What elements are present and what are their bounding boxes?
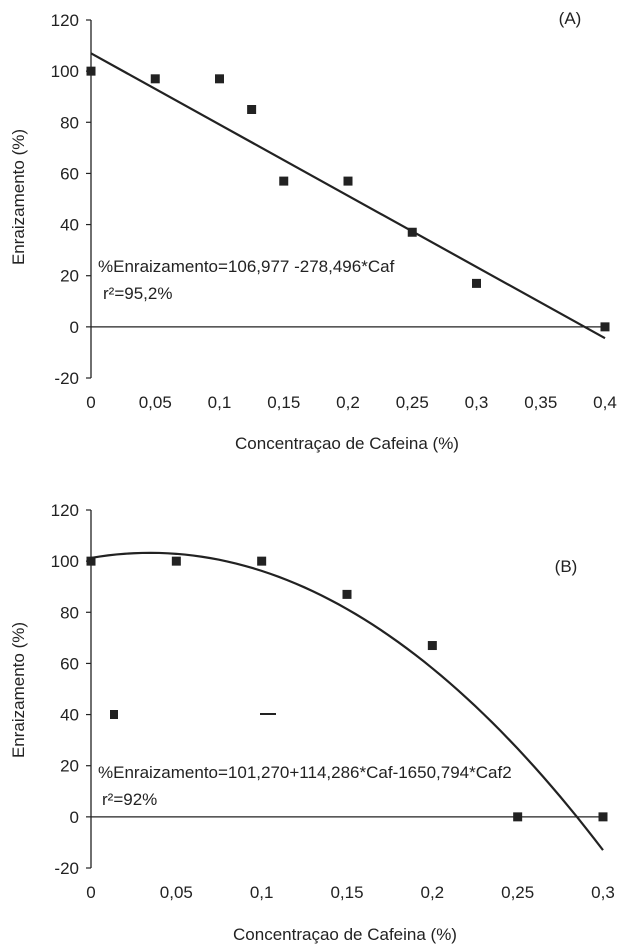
fit-path — [90, 551, 604, 851]
data-point — [598, 812, 608, 822]
x-axis-label: Concentraçao de Cafeina (%) — [233, 925, 457, 944]
data-point — [342, 589, 352, 599]
y-tick-label: 80 — [60, 113, 79, 132]
x-tick-label: 0,2 — [336, 393, 360, 412]
r-squared-label: r²=92% — [102, 790, 157, 809]
x-tick-label: 0,3 — [591, 883, 615, 902]
data-points — [86, 556, 608, 822]
x-tick-label: 0,15 — [330, 883, 363, 902]
y-tick-label: 60 — [60, 164, 79, 183]
y-tick-label: -20 — [54, 859, 79, 878]
x-axis-ticks: 0 0,05 0,1 0,15 0,2 0,25 0,3 0,35 0,4 — [86, 393, 617, 412]
y-tick-label: 0 — [70, 808, 79, 827]
y-tick-label: 80 — [60, 603, 79, 622]
y-tick-label: 120 — [51, 501, 79, 520]
panel-label: (A) — [559, 9, 582, 28]
regression-equation: %Enraizamento=101,270+114,286*Caf-1650,7… — [98, 763, 512, 782]
data-point — [427, 641, 437, 651]
axes-lines — [90, 20, 605, 378]
y-axis-ticks: -20 0 20 40 60 80 100 120 — [51, 501, 91, 878]
data-point — [150, 74, 160, 84]
data-point — [86, 66, 96, 76]
y-axis-label: Enraizamento (%) — [9, 622, 28, 758]
data-point — [472, 278, 481, 288]
y-tick-label: 100 — [51, 552, 79, 571]
x-tick-label: 0,05 — [139, 393, 172, 412]
y-axis-ticks: -20 0 20 40 60 80 100 120 — [51, 11, 91, 388]
x-tick-label: 0,25 — [501, 883, 534, 902]
data-point — [247, 105, 257, 114]
chart-panel-a: 0 0,05 0,1 0,15 0,2 0,25 0,3 0,35 0,4 -20 0 20 40 60… — [9, 9, 617, 453]
data-point — [171, 556, 181, 566]
r-squared-label: r²=95,2% — [103, 284, 172, 303]
y-tick-label: 120 — [51, 11, 79, 30]
x-tick-label: 0,4 — [593, 393, 617, 412]
fit-line — [90, 52, 606, 340]
data-point — [257, 556, 267, 566]
data-point — [343, 176, 353, 186]
x-tick-label: 0,25 — [396, 393, 429, 412]
data-points — [86, 66, 610, 332]
y-tick-label: 100 — [51, 62, 79, 81]
y-tick-label: 0 — [70, 318, 79, 337]
stray-square-mark — [110, 710, 118, 719]
panel-label: (B) — [555, 557, 578, 576]
x-tick-label: 0,05 — [160, 883, 193, 902]
y-tick-label: 60 — [60, 654, 79, 673]
data-point — [600, 322, 610, 332]
x-tick-label: 0,1 — [250, 883, 274, 902]
data-point — [513, 812, 523, 822]
data-point — [215, 74, 224, 84]
y-tick-label: -20 — [54, 369, 79, 388]
y-tick-label: 20 — [60, 757, 79, 776]
y-tick-label: 40 — [60, 216, 79, 235]
x-axis-ticks: 0 0,05 0,1 0,15 0,2 0,25 0,3 — [86, 883, 615, 902]
data-point — [279, 176, 289, 186]
y-tick-label: 20 — [60, 267, 79, 286]
data-point — [407, 227, 417, 237]
x-tick-label: 0,2 — [421, 883, 445, 902]
x-tick-label: 0,3 — [465, 393, 489, 412]
regression-equation: %Enraizamento=106,977 -278,496*Caf — [98, 257, 395, 276]
x-axis-label: Concentraçao de Cafeina (%) — [235, 434, 459, 453]
y-tick-label: 40 — [60, 706, 79, 725]
y-axis-label: Enraizamento (%) — [9, 129, 28, 265]
axes-lines — [90, 510, 603, 868]
x-tick-label: 0 — [86, 883, 95, 902]
x-tick-label: 0 — [86, 393, 95, 412]
fit-curve — [90, 551, 604, 851]
chart-panel-b: 0 0,05 0,1 0,15 0,2 0,25 0,3 -20 0 20 40 60 80 100 12… — [9, 501, 615, 944]
fit-path — [90, 52, 606, 340]
data-point — [86, 556, 96, 566]
x-tick-label: 0,35 — [524, 393, 557, 412]
x-tick-label: 0,15 — [267, 393, 300, 412]
x-tick-label: 0,1 — [208, 393, 232, 412]
